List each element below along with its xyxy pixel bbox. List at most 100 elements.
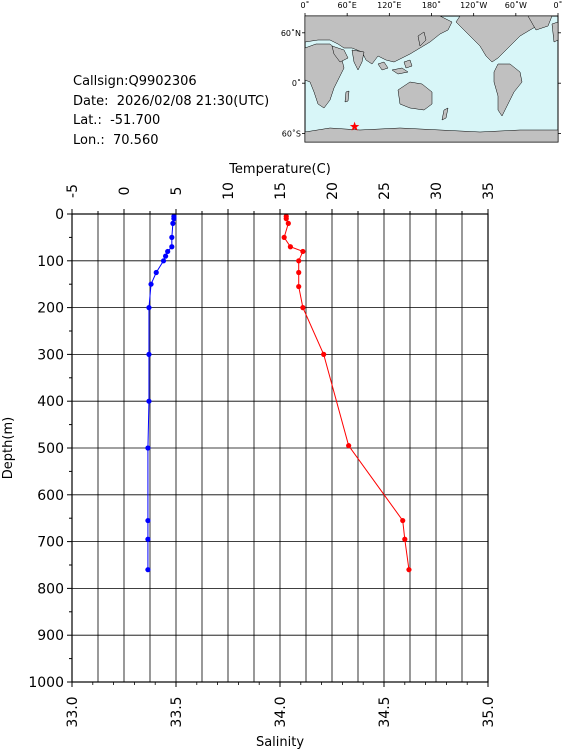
map-labels: 0˚ 60˚E 120˚E 180˚ 120˚W 60˚W 0˚ 60˚N 0˚ 60˚S [281, 0, 563, 139]
salinity-tick-label: 33.0 [65, 696, 81, 727]
callsign-value: Q9902306 [128, 74, 197, 89]
date-value: 2026/02/08 21:30(UTC) [116, 93, 270, 109]
eurasia-landmass [304, 15, 453, 65]
salinity-data-point [321, 351, 327, 357]
salinity-data-point [283, 216, 289, 222]
arabia-landmass [331, 45, 349, 63]
greenland-landmass [527, 15, 553, 31]
salinity-data-point [287, 244, 293, 250]
temperature-tick-label: 15 [273, 182, 289, 200]
newzealand-landmass [441, 107, 449, 121]
madagascar-landmass [344, 90, 350, 103]
india-landmass [351, 49, 365, 71]
salinity-data-point [406, 567, 412, 573]
callsign-label: Callsign: [73, 74, 129, 89]
date-label: Date: [73, 93, 109, 109]
temperature-data-point [169, 244, 175, 250]
lon-line: Lon.: 70.560 [73, 131, 269, 151]
temperature-data-point [145, 567, 151, 573]
lat-line: Lat.: -51.700 [73, 111, 269, 131]
depth-tick-label: 100 [37, 254, 64, 270]
salinity-data-point [300, 305, 306, 311]
japan-landmass [417, 31, 427, 47]
world-map: 0˚ 60˚E 120˚E 180˚ 120˚W 60˚W 0˚ 60˚N 0˚ 60˚S [281, 0, 563, 143]
map-lon-label: 60˚W [505, 0, 527, 10]
temperature-data-point [146, 351, 152, 357]
temperature-data-point [153, 269, 159, 276]
depth-tick-label: 200 [37, 301, 64, 317]
depth-tick-label: 600 [37, 488, 64, 504]
temperature-tick-label: 10 [221, 182, 237, 200]
salinity-data-point [281, 234, 287, 240]
depth-tick-label: 400 [37, 394, 64, 410]
salinity-data-point [285, 220, 291, 226]
sea-islands [377, 59, 413, 75]
temperature-data-point [163, 253, 169, 259]
plot-frame [71, 213, 489, 683]
salinity-profile-line [283, 216, 410, 570]
europe-west-landmass [551, 21, 559, 43]
temperature-tick-label: 35 [481, 182, 497, 200]
chart-grid [71, 213, 489, 683]
depth-tick-label: 900 [37, 628, 64, 644]
depth-tick-label: 1000 [28, 675, 64, 691]
temperature-data-point [145, 445, 151, 451]
map-land [304, 15, 559, 143]
lat-value: -51.700 [110, 113, 161, 128]
temperature-axis-label: Temperature(C) [228, 162, 331, 177]
salinity-tick-label: 34.5 [377, 696, 393, 727]
temperature-data-point [165, 248, 171, 255]
map-lat-label: 0˚ [292, 78, 301, 88]
callsign-line: Callsign:Q9902306 [73, 72, 269, 92]
map-lon-label: 0˚ [553, 0, 562, 10]
lon-value: 70.560 [113, 132, 159, 148]
salinity-axis-label: Salinity [256, 735, 304, 750]
temperature-data-point [170, 220, 176, 226]
temperature-data-point [171, 216, 177, 222]
salinity-data-point [346, 443, 352, 449]
chart-series [145, 213, 412, 573]
salinity-data-point [296, 269, 302, 276]
temperature-data-point [160, 258, 167, 264]
temperature-data-point [145, 536, 151, 542]
map-lat-label: 60˚N [281, 28, 301, 38]
temperature-tick-label: 0 [117, 187, 133, 196]
map-lon-label: 60˚E [338, 0, 357, 10]
temperature-tick-label: 25 [377, 182, 393, 200]
temperature-data-point [145, 517, 151, 524]
temperature-tick-label: 20 [325, 182, 341, 200]
temperature-tick-label: 5 [169, 187, 185, 196]
temperature-data-point [146, 305, 152, 311]
map-lon-label: 180˚ [422, 0, 441, 10]
depth-tick-label: 500 [37, 441, 64, 457]
antarctica-landmass [304, 127, 559, 143]
south-america-landmass [493, 63, 523, 117]
salinity-data-point [296, 283, 302, 290]
salinity-data-point [400, 517, 406, 524]
temperature-tick-label: -5 [65, 184, 81, 198]
lat-label: Lat.: [73, 113, 102, 128]
depth-axis-label: Depth(m) [1, 417, 16, 479]
depth-tick-label: 300 [37, 347, 64, 363]
depth-tick-label: 0 [55, 207, 64, 223]
depth-tick-label: 800 [37, 581, 64, 597]
salinity-data-point [300, 248, 306, 255]
salinity-tick-label: 34.0 [273, 696, 289, 727]
temperature-data-point [148, 281, 154, 287]
map-lat-label: 60˚S [282, 129, 301, 139]
salinity-tick-label: 33.5 [169, 696, 185, 727]
map-lon-label: 0˚ [300, 0, 309, 10]
salinity-data-point [296, 258, 302, 264]
temperature-profile-line [147, 216, 175, 570]
salinity-tick-label: 35.0 [481, 696, 497, 727]
temperature-data-point [169, 234, 175, 240]
australia-landmass [397, 81, 433, 111]
depth-tick-label: 700 [37, 535, 64, 551]
lon-label: Lon.: [73, 132, 105, 148]
station-info: Callsign:Q9902306 Date: 2026/02/08 21:30… [73, 72, 269, 150]
temperature-tick-label: 30 [429, 182, 445, 200]
map-lon-label: 120˚E [377, 0, 401, 10]
